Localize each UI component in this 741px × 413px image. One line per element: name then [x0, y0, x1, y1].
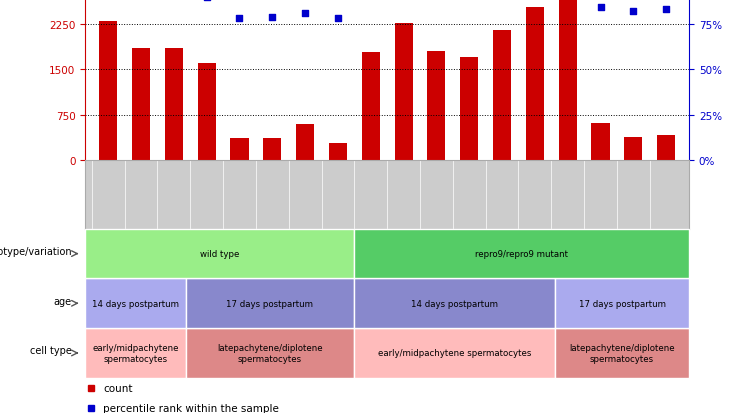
Bar — [559, 0, 576, 161]
Point — [266, 14, 278, 21]
Point — [299, 11, 311, 17]
Bar — [296, 125, 314, 161]
Point — [233, 16, 245, 23]
Bar — [657, 135, 675, 161]
Bar — [132, 49, 150, 161]
Bar — [353, 229, 689, 279]
Text: wild type: wild type — [200, 249, 239, 259]
Bar — [85, 229, 353, 279]
Bar — [394, 24, 413, 161]
Bar — [198, 64, 216, 161]
Text: age: age — [53, 296, 72, 306]
Bar — [493, 31, 511, 161]
Text: latepachytene/diplotene
spermatocytes: latepachytene/diplotene spermatocytes — [217, 344, 322, 363]
Bar — [85, 328, 186, 378]
Bar — [591, 124, 610, 161]
Bar — [99, 22, 117, 161]
Text: early/midpachytene
spermatocytes: early/midpachytene spermatocytes — [93, 344, 179, 363]
Point — [201, 0, 213, 1]
Point — [660, 7, 672, 14]
Bar — [362, 53, 380, 161]
Bar — [353, 328, 555, 378]
Bar — [555, 279, 689, 328]
Text: genotype/variation: genotype/variation — [0, 247, 72, 256]
Bar — [165, 49, 183, 161]
Text: 17 days postpartum: 17 days postpartum — [226, 299, 313, 308]
Bar — [555, 328, 689, 378]
Text: count: count — [103, 383, 133, 394]
Bar — [625, 138, 642, 161]
Text: 14 days postpartum: 14 days postpartum — [92, 299, 179, 308]
Text: latepachytene/diplotene
spermatocytes: latepachytene/diplotene spermatocytes — [569, 344, 675, 363]
Text: 17 days postpartum: 17 days postpartum — [579, 299, 665, 308]
Bar — [263, 139, 282, 161]
Bar — [428, 52, 445, 161]
Bar — [329, 143, 347, 161]
Point — [594, 5, 606, 12]
Point — [332, 16, 344, 23]
Text: 14 days postpartum: 14 days postpartum — [411, 299, 498, 308]
Bar — [85, 279, 186, 328]
Bar — [186, 328, 353, 378]
Bar — [526, 8, 544, 161]
Point — [628, 9, 639, 15]
Text: repro9/repro9 mutant: repro9/repro9 mutant — [475, 249, 568, 259]
Text: cell type: cell type — [30, 346, 72, 356]
Text: early/midpachytene spermatocytes: early/midpachytene spermatocytes — [378, 349, 531, 358]
Bar — [186, 279, 353, 328]
Text: percentile rank within the sample: percentile rank within the sample — [103, 403, 279, 413]
Bar — [230, 139, 248, 161]
Bar — [353, 279, 555, 328]
Bar — [460, 58, 478, 161]
